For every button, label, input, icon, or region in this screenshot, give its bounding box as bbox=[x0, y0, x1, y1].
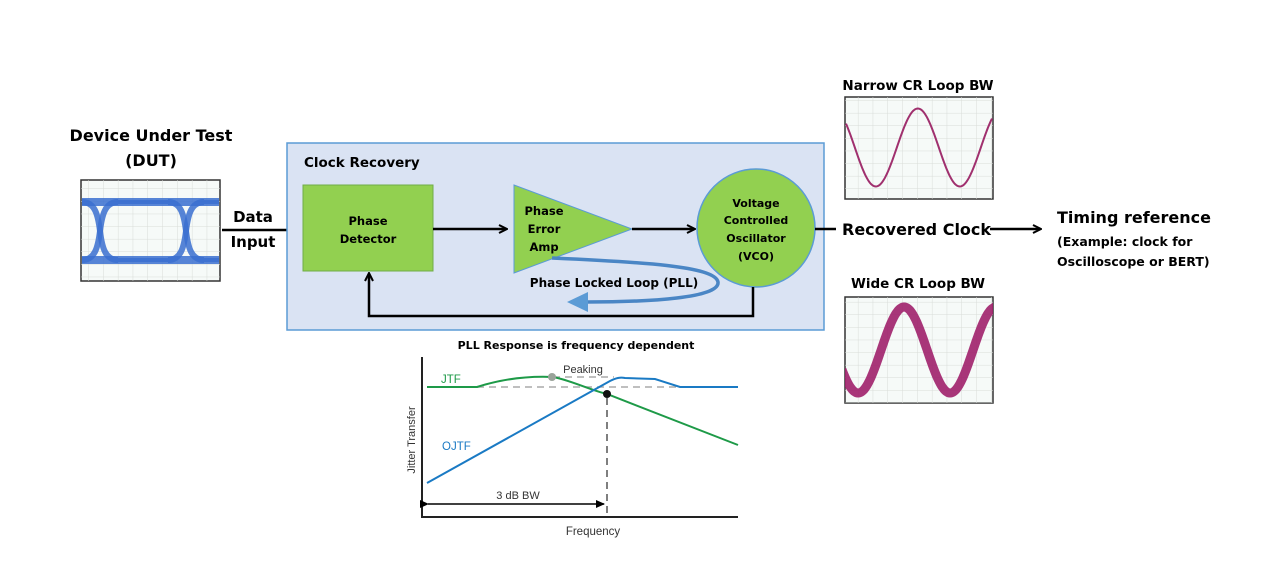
phase-detector-label-2: Detector bbox=[340, 232, 397, 246]
amp-label-3: Amp bbox=[529, 240, 558, 254]
timing-reference-title: Timing reference bbox=[1057, 208, 1211, 227]
peaking-label: Peaking bbox=[563, 364, 603, 376]
ojtf-curve bbox=[426, 376, 738, 484]
chart-title: PLL Response is frequency dependent bbox=[458, 339, 695, 352]
narrow-bw-title: Narrow CR Loop BW bbox=[842, 78, 993, 94]
vco-label-2: Controlled bbox=[724, 214, 789, 227]
y-axis-label: Jitter Transfer bbox=[406, 406, 418, 474]
phase-detector-block: Phase Detector bbox=[302, 184, 434, 272]
narrow-bw-scope bbox=[844, 96, 994, 200]
dut-title: Device Under Test bbox=[70, 126, 233, 145]
eye-trace bbox=[118, 200, 219, 262]
vco-block: Voltage Controlled Oscillator (VCO) bbox=[696, 168, 816, 288]
pll-response-chart: PLL Response is frequency dependent 3 dB… bbox=[406, 339, 739, 538]
recovered-clock-label: Recovered Clock bbox=[842, 220, 991, 239]
amp-label-1: Phase bbox=[524, 204, 563, 218]
clock-recovery-title: Clock Recovery bbox=[304, 155, 420, 171]
eye-trace bbox=[81, 199, 119, 263]
x-axis-label: Frequency bbox=[566, 526, 621, 538]
eye-diagram bbox=[80, 179, 221, 282]
pll-loop-arrow bbox=[551, 256, 720, 312]
wide-bw-title: Wide CR Loop BW bbox=[851, 276, 985, 292]
data-input-label: Data bbox=[233, 208, 273, 226]
phase-detector-label: Phase bbox=[348, 214, 387, 228]
timing-reference-line3: Oscilloscope or BERT) bbox=[1057, 254, 1210, 269]
chart-axes bbox=[421, 357, 738, 518]
timing-reference-line2: (Example: clock for bbox=[1057, 234, 1193, 249]
eye-trace bbox=[167, 199, 205, 263]
bw-point bbox=[603, 390, 611, 398]
wide-bw-scope bbox=[844, 296, 994, 404]
jtf-label: JTF bbox=[441, 374, 461, 386]
vco-label-1: Voltage bbox=[732, 197, 779, 210]
peaking-point bbox=[548, 373, 556, 381]
dut-subtitle: (DUT) bbox=[125, 151, 177, 170]
feedback-path bbox=[369, 274, 755, 318]
amp-label-2: Error bbox=[528, 222, 561, 236]
bw-label: 3 dB BW bbox=[496, 490, 540, 502]
vco-label-4: (VCO) bbox=[738, 250, 774, 263]
vco-label-3: Oscillator bbox=[726, 232, 786, 245]
data-input-label-2: Input bbox=[231, 233, 276, 251]
phase-error-amp-block: Phase Error Amp bbox=[513, 184, 634, 274]
pll-label: Phase Locked Loop (PLL) bbox=[530, 276, 698, 290]
ojtf-label: OJTF bbox=[442, 441, 471, 453]
